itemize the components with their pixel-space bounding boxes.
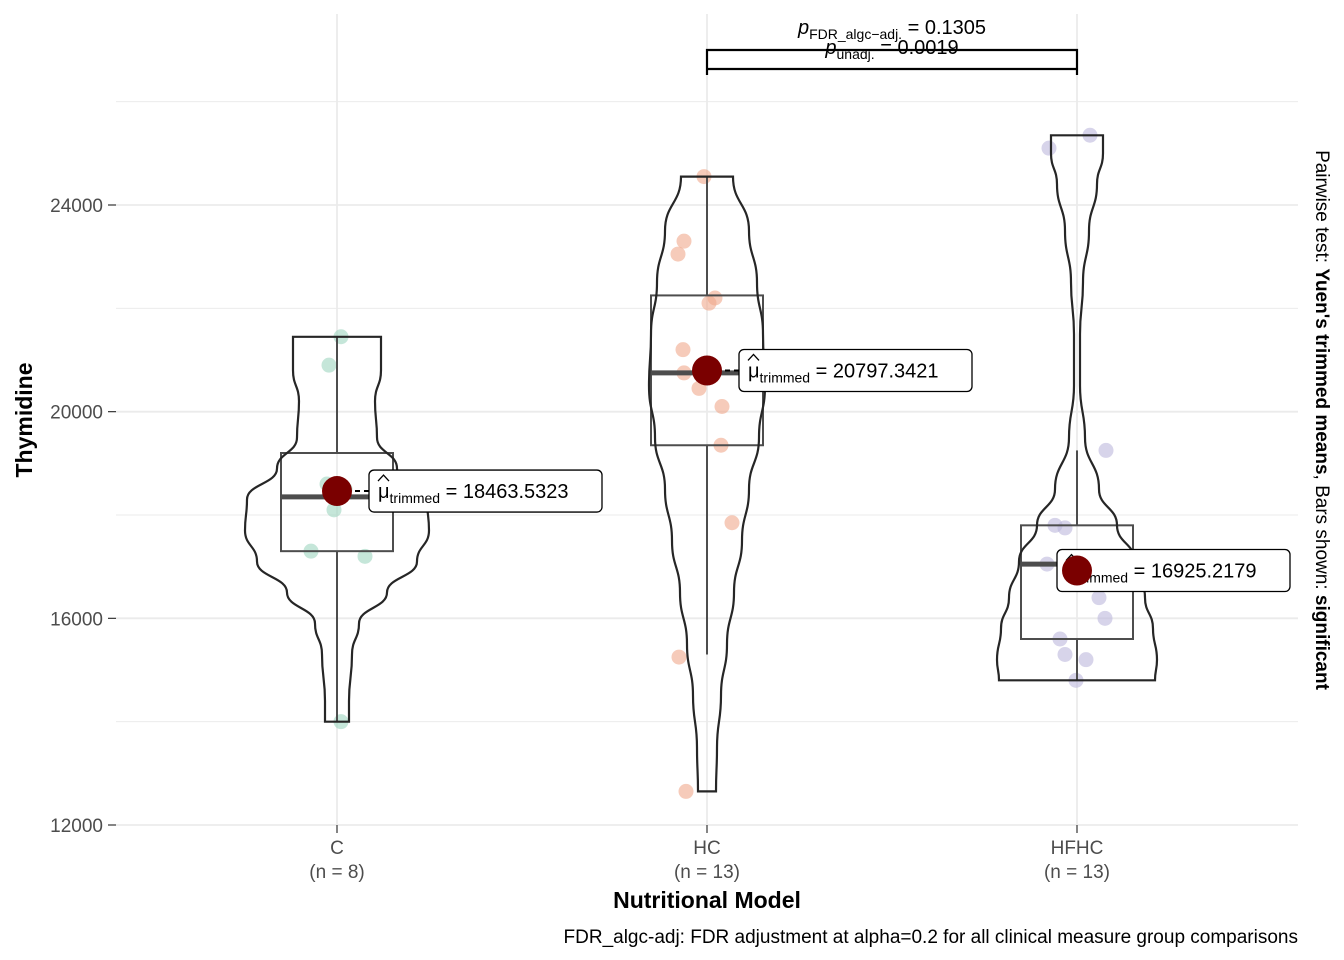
x-tick-label: HC [693, 838, 720, 859]
mean-label: μtrimmed = 20797.3421 [748, 360, 939, 385]
data-point [321, 357, 337, 373]
data-point [326, 502, 342, 518]
data-point [676, 233, 692, 249]
data-point [1098, 442, 1114, 458]
side-note-bars: significant [1311, 595, 1332, 691]
data-point [724, 515, 740, 531]
data-point [678, 783, 694, 799]
side-note-test: Yuen's trimmed means [1311, 268, 1332, 474]
violin [243, 335, 431, 723]
data-point [1078, 652, 1094, 668]
mean-value: = 18463.5323 [440, 481, 568, 503]
side-note: Pairwise test: Yuen's trimmed means, Bar… [1311, 150, 1332, 691]
x-tick-label: HFHC [1051, 838, 1104, 859]
data-point [357, 548, 373, 564]
caption: FDR_algc-adj: FDR adjustment at alpha=0.… [564, 927, 1298, 948]
bracket-top [705, 48, 1079, 75]
trimmed-mean-point [1062, 555, 1092, 586]
y-tick-label: 16000 [50, 609, 103, 630]
mean-hat [377, 474, 390, 482]
y-tick-label: 12000 [50, 816, 103, 837]
data-point [701, 295, 717, 311]
data-point [714, 399, 730, 414]
data-point [1057, 520, 1073, 536]
p-unadj-subscript: unadj. [837, 46, 875, 62]
grid [116, 14, 1298, 826]
data-point [1091, 590, 1107, 606]
mean-label-box [738, 348, 973, 393]
mean-label-box [368, 469, 603, 513]
x-tick-n-label: (n = 13) [674, 862, 740, 883]
y-tick-label: 20000 [50, 403, 103, 424]
p-unadj-value: = 0.0019 [875, 37, 959, 59]
mean-subscript: trimmed [390, 490, 441, 506]
p-fdr-label: pFDR_algc−adj. = 0.1305 [797, 17, 986, 42]
mean-hat [747, 353, 760, 361]
data-point [671, 649, 687, 665]
violin [647, 175, 767, 793]
group-c: μtrimmed = 18463.5323 C (n = 8) [243, 329, 603, 883]
y-axis-title: Thymidine [11, 362, 37, 477]
p-symbol: p [824, 37, 836, 59]
mean-label-box [1056, 548, 1291, 593]
p-unadj-label: punadj. = 0.0019 [824, 37, 958, 62]
p-fdr-value: = 0.1305 [902, 17, 986, 39]
data-point [1041, 140, 1057, 156]
x-tick-n-label: (n = 8) [309, 862, 364, 883]
violin [995, 134, 1159, 682]
p-fdr-subscript: FDR_algc−adj. [809, 26, 902, 42]
y-tick-label: 24000 [50, 196, 103, 217]
mean-symbol: μ [748, 360, 760, 382]
mean-symbol: μ [378, 481, 390, 503]
mean-subscript: trimmed [760, 369, 811, 385]
p-symbol: p [797, 17, 809, 39]
side-note-middle: , Bars shown: [1311, 475, 1332, 595]
data-point [675, 342, 691, 358]
x-tick-n-label: (n = 13) [1044, 862, 1110, 883]
data-point [670, 246, 686, 262]
y-axis: 12000 16000 20000 24000 [50, 196, 116, 837]
mean-value: = 16925.2179 [1128, 561, 1256, 583]
data-point [1057, 647, 1073, 662]
side-note-prefix: Pairwise test: [1311, 150, 1332, 268]
x-axis-title: Nutritional Model [613, 887, 801, 913]
trimmed-mean-point [322, 476, 352, 507]
data-point [1097, 610, 1113, 626]
x-tick-label: C [330, 838, 344, 859]
mean-label: μtrimmed = 18463.5323 [378, 481, 569, 506]
trimmed-mean-point [692, 355, 722, 386]
mean-value: = 20797.3421 [810, 360, 938, 382]
group-hc: μtrimmed = 20797.3421 HC (n = 13) [647, 169, 973, 883]
